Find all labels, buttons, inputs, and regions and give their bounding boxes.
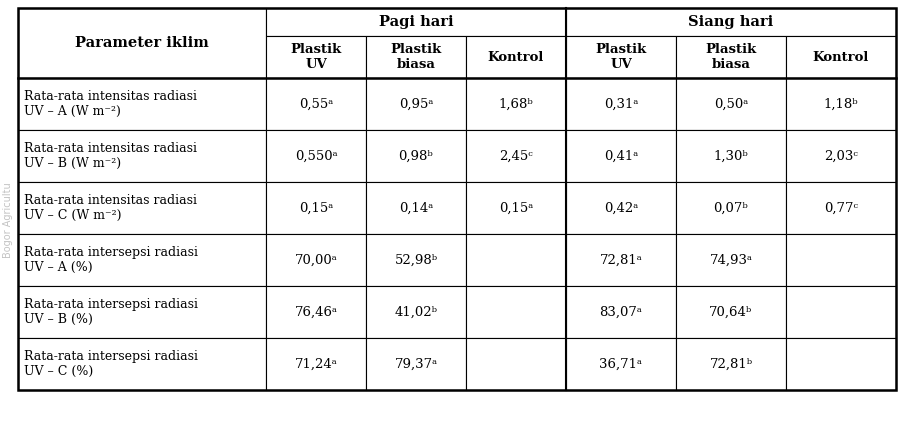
Bar: [18, 286, 265, 338]
Bar: [565, 36, 675, 78]
Bar: [18, 338, 265, 390]
Text: 1,30ᵇ: 1,30ᵇ: [712, 150, 748, 162]
Bar: [565, 234, 675, 286]
Bar: [366, 234, 465, 286]
Text: 0,14ᵃ: 0,14ᵃ: [398, 202, 433, 215]
Bar: [465, 234, 565, 286]
Bar: [18, 234, 265, 286]
Text: Kontrol: Kontrol: [488, 51, 544, 63]
Text: Plastik
UV: Plastik UV: [595, 43, 646, 71]
Text: 70,00ᵃ: 70,00ᵃ: [294, 253, 337, 267]
Bar: [675, 286, 785, 338]
Text: 0,41ᵃ: 0,41ᵃ: [603, 150, 638, 162]
Bar: [785, 130, 895, 182]
Bar: [565, 130, 675, 182]
Text: Kontrol: Kontrol: [812, 51, 868, 63]
Text: 74,93ᵃ: 74,93ᵃ: [709, 253, 751, 267]
Bar: [366, 78, 465, 130]
Bar: [675, 182, 785, 234]
Bar: [265, 78, 366, 130]
Text: Rata-rata intersepsi radiasi
UV – B (%): Rata-rata intersepsi radiasi UV – B (%): [24, 298, 198, 326]
Bar: [785, 36, 895, 78]
Bar: [18, 8, 895, 390]
Bar: [565, 182, 675, 234]
Bar: [465, 36, 565, 78]
Text: 0,98ᵇ: 0,98ᵇ: [398, 150, 433, 162]
Text: Rata-rata intersepsi radiasi
UV – A (%): Rata-rata intersepsi radiasi UV – A (%): [24, 246, 198, 274]
Text: 2,45ᶜ: 2,45ᶜ: [498, 150, 532, 162]
Bar: [18, 130, 265, 182]
Bar: [675, 130, 785, 182]
Bar: [785, 286, 895, 338]
Text: 0,95ᵃ: 0,95ᵃ: [398, 98, 433, 110]
Bar: [465, 78, 565, 130]
Text: Parameter iklim: Parameter iklim: [75, 36, 209, 50]
Text: Bogor Agricultu: Bogor Agricultu: [3, 182, 13, 258]
Bar: [465, 182, 565, 234]
Text: 1,68ᵇ: 1,68ᵇ: [498, 98, 533, 110]
Bar: [265, 286, 366, 338]
Bar: [675, 338, 785, 390]
Bar: [265, 234, 366, 286]
Text: 0,42ᵃ: 0,42ᵃ: [603, 202, 638, 215]
Text: 0,15ᵃ: 0,15ᵃ: [299, 202, 333, 215]
Text: 72,81ᵃ: 72,81ᵃ: [599, 253, 642, 267]
Text: Pagi hari: Pagi hari: [378, 15, 452, 29]
Bar: [675, 78, 785, 130]
Text: 1,18ᵇ: 1,18ᵇ: [823, 98, 857, 110]
Bar: [785, 338, 895, 390]
Bar: [366, 338, 465, 390]
Text: Rata-rata intensitas radiasi
UV – C (W m⁻²): Rata-rata intensitas radiasi UV – C (W m…: [24, 194, 197, 222]
Text: Rata-rata intensitas radiasi
UV – B (W m⁻²): Rata-rata intensitas radiasi UV – B (W m…: [24, 142, 197, 170]
Text: Plastik
UV: Plastik UV: [290, 43, 341, 71]
Bar: [366, 36, 465, 78]
Text: 70,64ᵇ: 70,64ᵇ: [709, 305, 752, 319]
Bar: [565, 78, 675, 130]
Bar: [465, 338, 565, 390]
Text: Rata-rata intersepsi radiasi
UV – C (%): Rata-rata intersepsi radiasi UV – C (%): [24, 350, 198, 378]
Bar: [265, 182, 366, 234]
Text: 79,37ᵃ: 79,37ᵃ: [394, 357, 437, 370]
Text: 0,550ᵃ: 0,550ᵃ: [294, 150, 337, 162]
Text: 0,31ᵃ: 0,31ᵃ: [603, 98, 638, 110]
Text: Siang hari: Siang hari: [687, 15, 773, 29]
Text: 36,71ᵃ: 36,71ᵃ: [599, 357, 642, 370]
Bar: [785, 182, 895, 234]
Text: 0,15ᵃ: 0,15ᵃ: [498, 202, 533, 215]
Bar: [366, 130, 465, 182]
Bar: [785, 234, 895, 286]
Text: 2,03ᶜ: 2,03ᶜ: [824, 150, 857, 162]
Text: 72,81ᵇ: 72,81ᵇ: [709, 357, 751, 370]
Text: 0,77ᶜ: 0,77ᶜ: [824, 202, 857, 215]
Bar: [18, 182, 265, 234]
Text: Plastik
biasa: Plastik biasa: [704, 43, 756, 71]
Bar: [265, 338, 366, 390]
Bar: [265, 8, 565, 36]
Bar: [565, 338, 675, 390]
Text: 41,02ᵇ: 41,02ᵇ: [394, 305, 437, 319]
Bar: [675, 36, 785, 78]
Bar: [565, 8, 895, 36]
Bar: [18, 8, 265, 78]
Bar: [265, 130, 366, 182]
Text: Plastik
biasa: Plastik biasa: [390, 43, 442, 71]
Bar: [366, 182, 465, 234]
Text: 76,46ᵃ: 76,46ᵃ: [294, 305, 337, 319]
Bar: [785, 78, 895, 130]
Text: 0,55ᵃ: 0,55ᵃ: [299, 98, 333, 110]
Bar: [366, 286, 465, 338]
Text: 0,07ᵇ: 0,07ᵇ: [712, 202, 748, 215]
Bar: [18, 78, 265, 130]
Text: 83,07ᵃ: 83,07ᵃ: [599, 305, 642, 319]
Bar: [465, 286, 565, 338]
Text: 52,98ᵇ: 52,98ᵇ: [394, 253, 437, 267]
Text: Rata-rata intensitas radiasi
UV – A (W m⁻²): Rata-rata intensitas radiasi UV – A (W m…: [24, 90, 197, 118]
Bar: [265, 36, 366, 78]
Bar: [465, 130, 565, 182]
Text: 71,24ᵃ: 71,24ᵃ: [294, 357, 337, 370]
Bar: [565, 286, 675, 338]
Bar: [675, 234, 785, 286]
Text: 0,50ᵃ: 0,50ᵃ: [713, 98, 748, 110]
